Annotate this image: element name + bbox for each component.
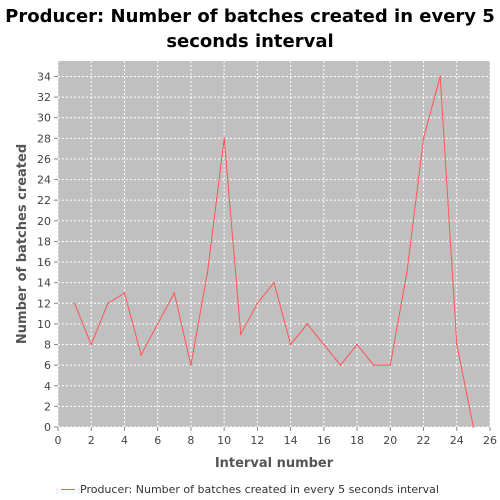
- x-tick-label: 4: [121, 434, 128, 447]
- data-point: [306, 323, 309, 325]
- y-tick-label: 12: [37, 297, 51, 310]
- x-tick-label: 24: [450, 434, 464, 447]
- data-point: [273, 281, 275, 284]
- chart-title: Producer: Number of batches created in e…: [5, 6, 495, 52]
- data-point: [289, 343, 292, 346]
- x-tick-label: 8: [187, 434, 194, 447]
- y-tick-label: 24: [37, 174, 51, 187]
- plot-area: [58, 61, 490, 427]
- data-point: [223, 137, 225, 140]
- legend: Producer: Number of batches created in e…: [0, 480, 500, 498]
- data-point: [389, 364, 392, 366]
- grid-layer: [57, 61, 491, 428]
- y-tick-label: 6: [44, 359, 51, 372]
- data-point: [256, 302, 259, 305]
- x-tick-label: 10: [217, 434, 231, 447]
- y-tick-label: 10: [37, 318, 51, 331]
- series-layer: [73, 75, 475, 428]
- data-point: [90, 343, 93, 346]
- x-tick-label: 26: [483, 434, 497, 447]
- y-tick-label: 14: [37, 277, 51, 290]
- x-tick-label: 18: [350, 434, 364, 447]
- y-tick-label: 26: [37, 153, 51, 166]
- x-tick-label: 6: [154, 434, 161, 447]
- data-point: [455, 343, 458, 346]
- data-point: [73, 302, 76, 305]
- data-point: [472, 426, 475, 428]
- data-point: [156, 323, 159, 325]
- data-point: [173, 292, 176, 294]
- y-tick-label: 32: [37, 91, 51, 104]
- data-point: [439, 75, 441, 78]
- data-point: [406, 271, 408, 274]
- x-tick-label: 22: [417, 434, 431, 447]
- y-tick-label: 2: [44, 400, 51, 413]
- x-axis-ticks: 0 2 4 6 8 10 12 14 16 18 20 22 24 26: [55, 427, 497, 447]
- y-tick-label: 22: [37, 194, 51, 207]
- x-axis-title: Interval number: [215, 456, 334, 471]
- data-point: [323, 343, 325, 346]
- y-tick-label: 30: [37, 112, 51, 125]
- legend-swatch: [61, 488, 75, 490]
- y-tick-label: 28: [37, 132, 51, 145]
- x-tick-label: 14: [284, 434, 298, 447]
- data-point: [107, 302, 109, 305]
- data-point: [206, 271, 209, 274]
- data-point: [123, 292, 126, 294]
- y-tick-label: 20: [37, 215, 51, 228]
- y-tick-label: 16: [37, 256, 51, 269]
- y-axis-title: Number of batches created: [15, 144, 30, 344]
- y-tick-label: 8: [44, 339, 51, 352]
- legend-label: Producer: Number of batches created in e…: [80, 482, 439, 496]
- y-tick-label: 0: [44, 421, 51, 434]
- data-point: [140, 354, 142, 356]
- x-tick-label: 16: [317, 434, 331, 447]
- x-tick-label: 0: [55, 434, 62, 447]
- data-point: [239, 333, 242, 336]
- x-tick-label: 2: [88, 434, 95, 447]
- x-tick-label: 20: [383, 434, 397, 447]
- y-tick-label: 18: [37, 235, 51, 248]
- data-point: [372, 364, 375, 366]
- x-tick-label: 12: [250, 434, 264, 447]
- data-point: [422, 137, 425, 140]
- data-point: [356, 343, 358, 346]
- y-tick-label: 4: [44, 380, 51, 393]
- data-point: [339, 364, 342, 366]
- data-point: [190, 364, 192, 366]
- y-tick-label: 34: [37, 70, 51, 83]
